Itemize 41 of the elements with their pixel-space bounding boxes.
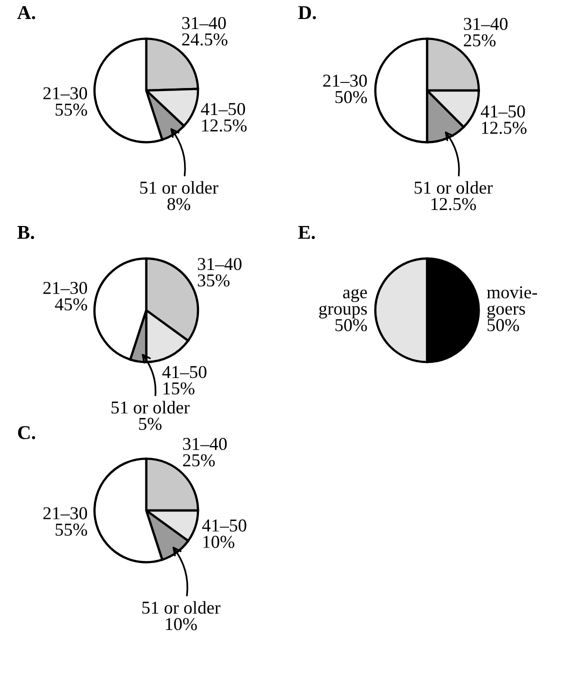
data-label: 25% [464, 34, 496, 46]
data-label: 24.5% [182, 33, 228, 46]
data-label: 25% [183, 454, 215, 466]
data-label: 50% [335, 319, 367, 332]
slice-label: 41–50 [200, 102, 246, 116]
slice-label: 51 or older [140, 181, 218, 194]
slice-label: 41–50 [480, 105, 525, 118]
data-label: 45% [54, 298, 88, 310]
data-label: 55% [56, 104, 88, 116]
data-label: 15% [164, 382, 194, 395]
data-label: 12.5% [432, 198, 476, 210]
slice-label: age groups [319, 288, 367, 318]
data-label: 10% [203, 536, 234, 548]
slice-label: 41–50 [162, 366, 206, 378]
slice-label: 31–40 [183, 438, 227, 450]
slice-label: 31–40 [198, 258, 242, 270]
slice-label: 51 or older [414, 181, 493, 194]
data-label: 55% [56, 524, 88, 536]
data-label: 12.5% [202, 119, 247, 132]
slice-label: 21–30 [43, 87, 88, 100]
slice-label: 21–30 [323, 74, 367, 87]
chart-title: E. [298, 226, 315, 240]
slice-label: 51 or older [142, 601, 220, 614]
slice-label: 31–40 [464, 18, 508, 30]
chart-title: A. [17, 6, 36, 20]
data-label: 8% [167, 198, 190, 210]
chart-title: B. [17, 226, 34, 240]
slice-label: 41–50 [202, 519, 246, 532]
slice-label: 51 or older [112, 400, 190, 414]
chart-title: C. [18, 426, 36, 440]
slice-label: 31–40 [182, 16, 226, 30]
slice-label: 21–30 [43, 282, 88, 294]
data-label: 50% [488, 319, 520, 332]
slice-label: 21–30 [43, 507, 88, 520]
data-label: 10% [166, 618, 197, 630]
data-label: 50% [335, 90, 367, 104]
chart-title: D. [298, 6, 316, 20]
data-label: 5% [139, 418, 162, 430]
data-label: 35% [198, 274, 230, 287]
data-label: 12.5% [482, 122, 526, 134]
slice-label: movie- goers [486, 286, 538, 318]
